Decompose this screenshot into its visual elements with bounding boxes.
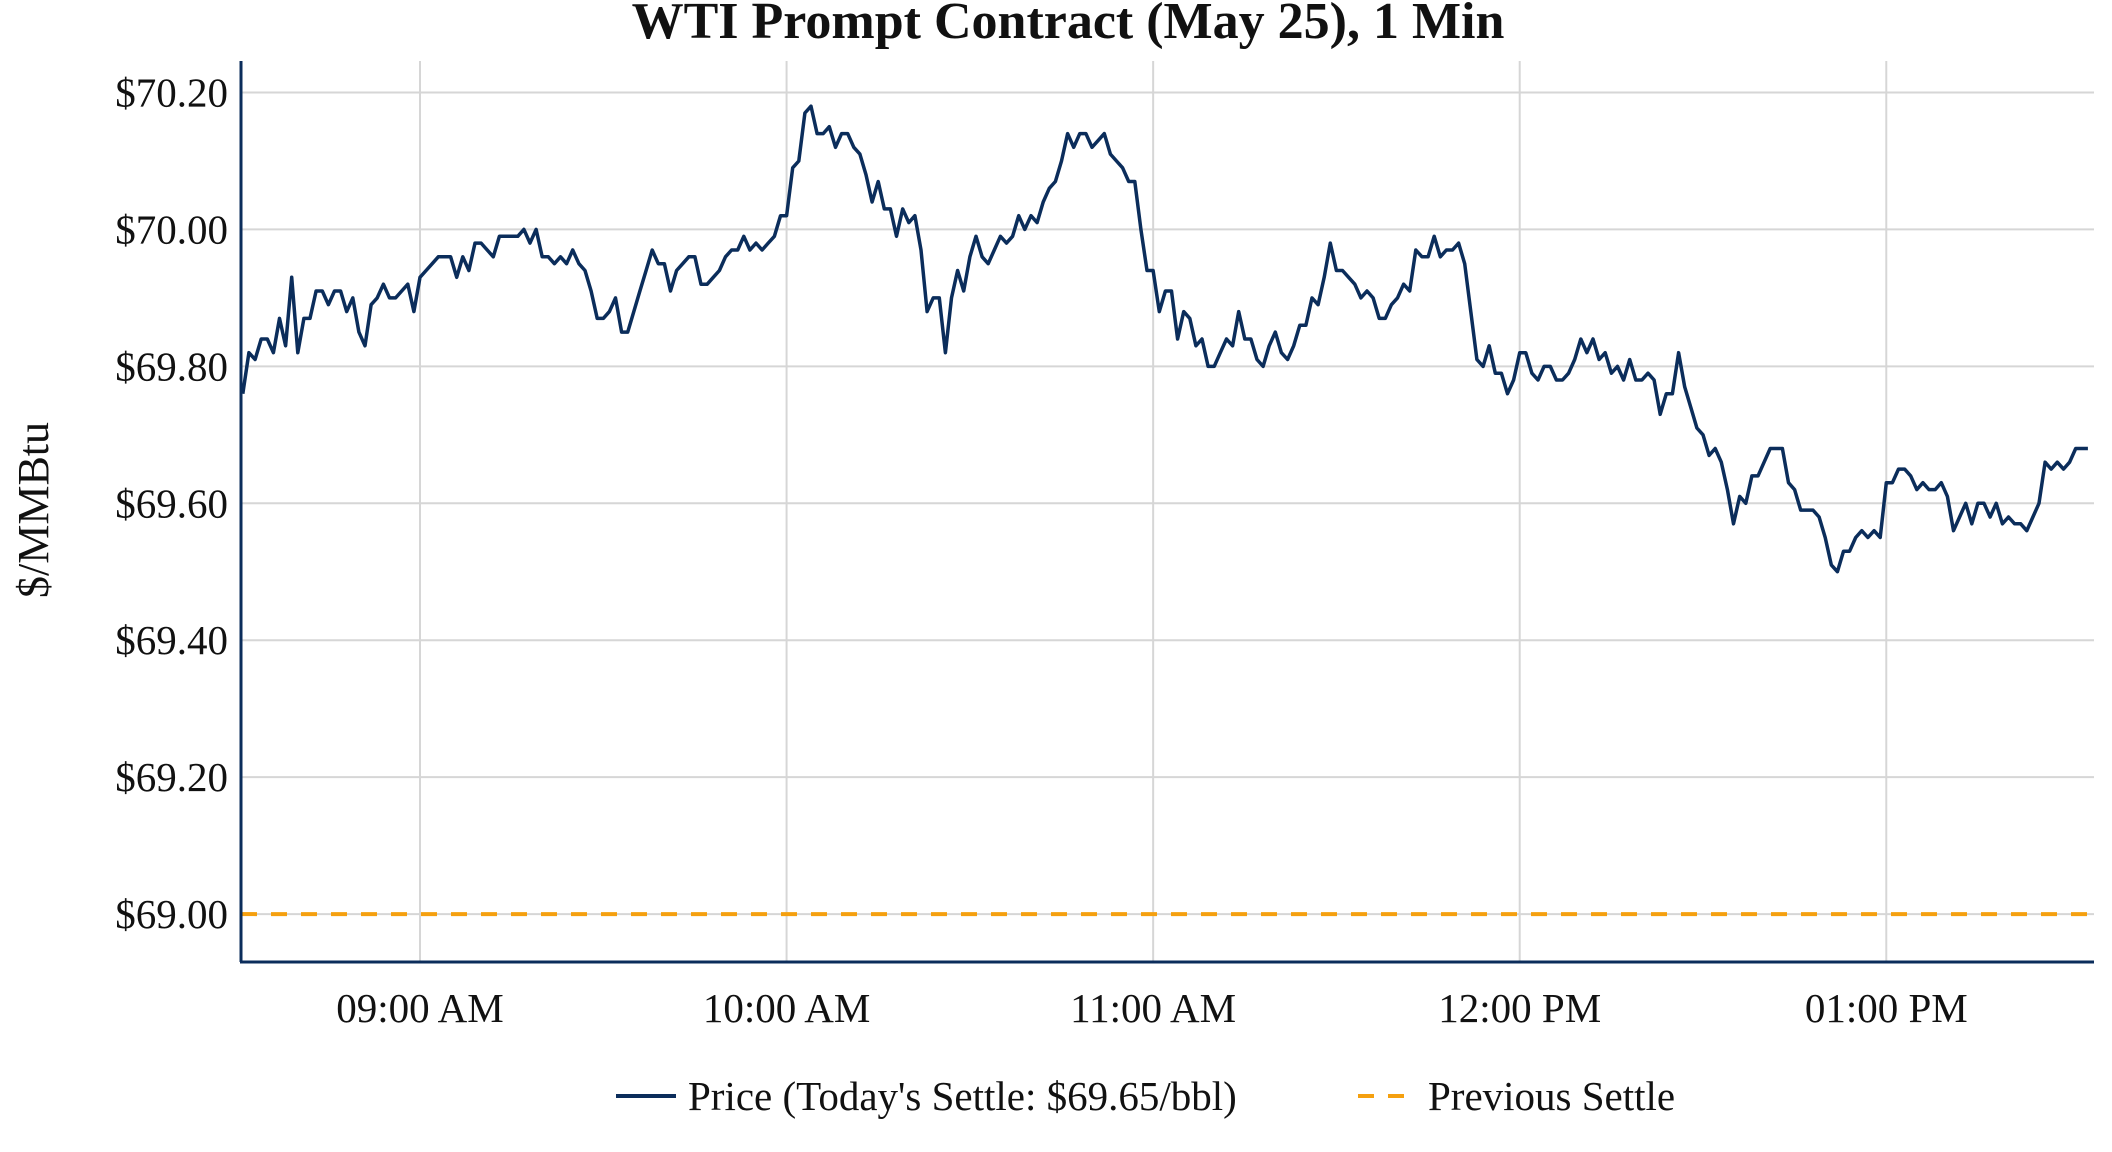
legend: Price (Today's Settle: $69.65/bbl) Previ… xyxy=(616,1073,1675,1119)
x-axis-ticks: 09:00 AM 10:00 AM 11:00 AM 12:00 PM 01:00 PM xyxy=(336,985,1967,1031)
x-tick-label: 10:00 AM xyxy=(703,985,870,1031)
y-tick-label: $70.00 xyxy=(115,206,228,252)
x-tick-label: 09:00 AM xyxy=(336,985,503,1031)
y-tick-label: $69.80 xyxy=(115,343,228,389)
series-group xyxy=(241,104,2094,917)
y-tick-label: $70.20 xyxy=(115,69,228,115)
y-axis-label: $/MMBtu xyxy=(9,422,58,598)
y-axis-ticks: $70.20 $70.00 $69.80 $69.60 $69.40 $69.20 $69.… xyxy=(115,69,228,937)
y-tick-label: $69.20 xyxy=(115,754,228,800)
legend-label-price: Price (Today's Settle: $69.65/bbl) xyxy=(688,1073,1237,1119)
price-line xyxy=(241,104,2088,574)
y-tick-label: $69.60 xyxy=(115,480,228,526)
legend-label-previous-settle: Previous Settle xyxy=(1428,1073,1675,1119)
chart-title: WTI Prompt Contract (May 25), 1 Min xyxy=(632,0,1505,50)
x-tick-label: 01:00 PM xyxy=(1805,985,1968,1031)
x-tick-label: 11:00 AM xyxy=(1070,985,1236,1031)
y-tick-label: $69.40 xyxy=(115,617,228,663)
y-tick-label: $69.00 xyxy=(115,891,228,937)
x-tick-label: 12:00 PM xyxy=(1438,985,1601,1031)
